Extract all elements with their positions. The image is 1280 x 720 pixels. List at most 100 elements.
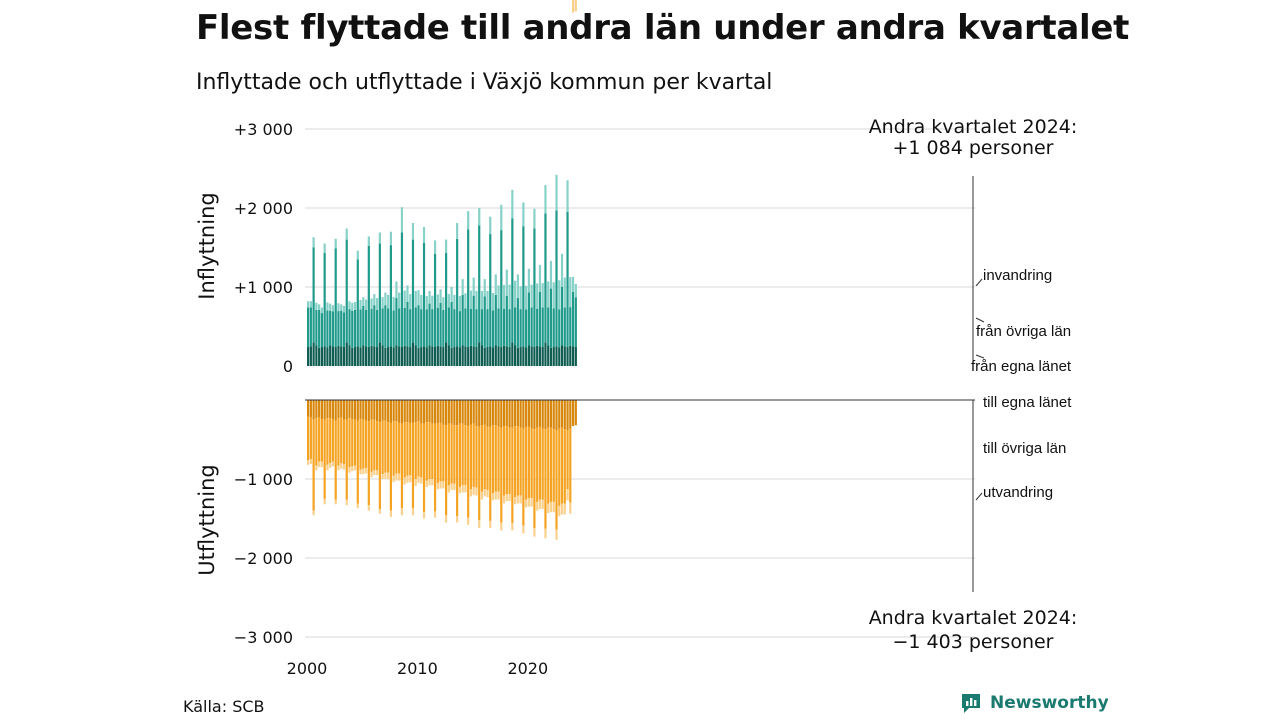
bar-out_abroad — [558, 505, 561, 517]
bar-in_other — [558, 309, 561, 348]
bar-out_other — [331, 418, 335, 462]
bar-in_own — [431, 346, 434, 366]
bar-out_other — [428, 422, 431, 479]
bar-in_other — [387, 308, 390, 348]
bar-out_other — [367, 421, 370, 506]
bar-out_own — [547, 400, 550, 428]
bar-in_own — [409, 347, 412, 366]
bar-out_other — [519, 427, 522, 496]
bar-in_other — [461, 294, 464, 346]
bar-out_own — [384, 400, 387, 421]
bar-in_other — [527, 292, 530, 346]
bar-out_other — [458, 423, 461, 487]
bar-in_abroad — [362, 297, 365, 306]
bar-out_other — [340, 417, 343, 464]
bar-in_abroad — [345, 228, 348, 240]
bar-out_own — [420, 400, 423, 424]
bar-out_other — [467, 426, 470, 518]
bar-in_own — [315, 345, 318, 366]
bar-in_other — [318, 309, 321, 348]
bar-in_other — [320, 313, 323, 348]
bar-in_own — [307, 347, 310, 366]
bar-out_own — [367, 400, 370, 422]
bar-in_other — [472, 295, 475, 347]
bar-in_own — [403, 345, 406, 366]
bar-out_abroad — [571, 0, 575, 13]
bar-in_own — [533, 347, 536, 366]
bar-out_other — [334, 420, 337, 500]
bar-out_abroad — [560, 503, 564, 515]
bar-in_abroad — [494, 274, 497, 295]
bar-in_other — [400, 232, 404, 348]
bar-out_abroad — [340, 463, 343, 469]
bar-out_other — [536, 427, 539, 502]
bar-in_other — [569, 307, 572, 346]
bar-in_other — [547, 307, 550, 346]
bar-in_abroad — [353, 302, 357, 310]
bar-in_abroad — [453, 294, 456, 310]
bar-in_other — [373, 305, 376, 347]
bar-out_own — [431, 400, 434, 424]
y-tick-label: −1 000 — [234, 470, 293, 489]
bar-out_other — [456, 425, 459, 517]
bar-in_abroad — [519, 286, 522, 310]
source-note: Källa: SCB — [183, 697, 265, 716]
x-tick-label: 2020 — [507, 659, 548, 678]
bar-in_abroad — [536, 283, 539, 309]
bar-out_abroad — [569, 502, 572, 514]
bar-in_own — [519, 347, 522, 366]
bar-in_abroad — [461, 279, 464, 295]
callout-out-value: −1 403 personer — [893, 631, 1054, 653]
bar-in_own — [323, 346, 326, 366]
bar-in_abroad — [480, 290, 484, 310]
bar-in_abroad — [450, 287, 453, 303]
bar-in_own — [475, 347, 478, 366]
bar-out_abroad — [525, 499, 528, 508]
bar-in_other — [331, 311, 335, 347]
bar-in_abroad — [309, 301, 312, 308]
bar-out_other — [389, 422, 392, 511]
brand-logo[interactable]: Newsworthy — [960, 692, 1109, 714]
bar-out_other — [505, 426, 508, 495]
bar-in_other — [389, 245, 392, 347]
bar-in_abroad — [329, 303, 332, 311]
bar-in_other — [414, 307, 417, 346]
bar-out_other — [342, 419, 346, 464]
bar-out_abroad — [552, 501, 555, 513]
bar-in_own — [574, 347, 577, 366]
bar-in_own — [508, 347, 511, 366]
bar-in_abroad — [469, 290, 473, 309]
bar-out_abroad — [403, 477, 406, 485]
bar-in_own — [502, 345, 506, 366]
bar-in_abroad — [574, 283, 577, 298]
bar-in_other — [417, 305, 420, 348]
bar-out_other — [480, 425, 484, 492]
bar-in_own — [340, 346, 343, 366]
bar-out_abroad — [433, 511, 437, 518]
bar-out_own — [536, 400, 539, 428]
bar-out_other — [403, 422, 406, 478]
bar-in_own — [376, 347, 379, 366]
bar-out_own — [475, 400, 478, 427]
bar-in_other — [514, 307, 517, 346]
bar-out_other — [494, 425, 497, 492]
bar-out_other — [530, 428, 533, 498]
bar-out_abroad — [464, 485, 467, 493]
bar-in_abroad — [387, 294, 390, 309]
bar-out_other — [315, 418, 318, 466]
bar-out_own — [445, 400, 448, 426]
bar-out_abroad — [318, 461, 321, 468]
bar-out_own — [560, 400, 564, 428]
bar-in_own — [516, 347, 519, 366]
bar-in_own — [571, 346, 575, 366]
bar-in_own — [566, 347, 569, 366]
bar-in_abroad — [334, 238, 337, 249]
bar-in_other — [403, 307, 406, 346]
bar-out_other — [516, 426, 519, 496]
bar-in_abroad — [549, 260, 553, 289]
bar-out_other — [491, 425, 495, 494]
bar-out_other — [309, 417, 312, 460]
label-utvandring: utvandring — [983, 484, 1053, 501]
bar-in_own — [497, 346, 500, 366]
bar-out_abroad — [326, 464, 329, 471]
